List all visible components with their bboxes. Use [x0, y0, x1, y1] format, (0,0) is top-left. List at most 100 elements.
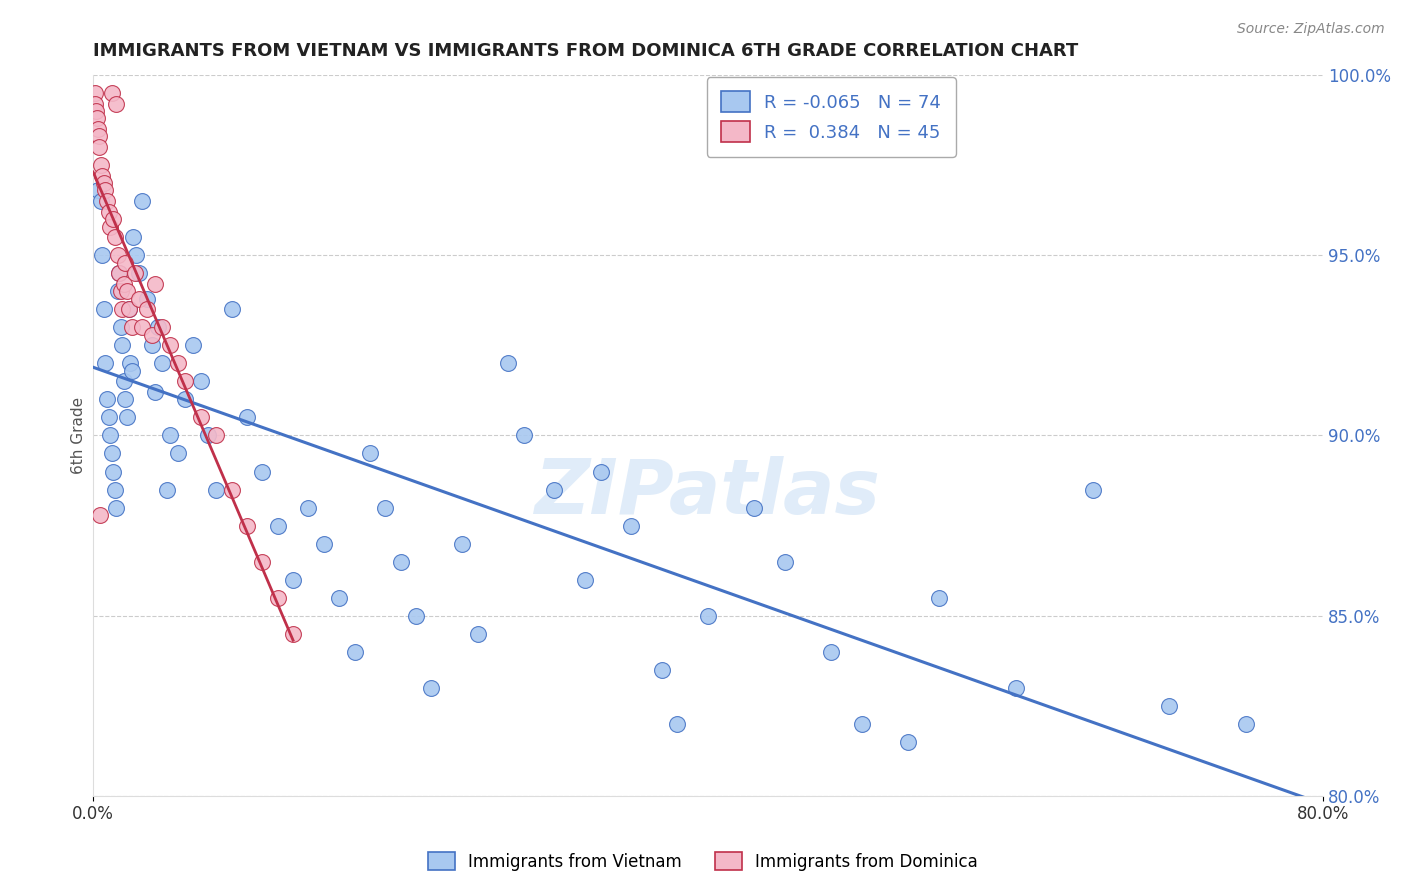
- Point: [146, 320, 169, 334]
- Point: [742, 500, 765, 515]
- Point: [100, 446, 122, 460]
- Point: [451, 536, 474, 550]
- Point: [112, 375, 135, 389]
- Point: [328, 591, 350, 605]
- Point: [131, 194, 153, 209]
- Point: [574, 573, 596, 587]
- Point: [666, 716, 689, 731]
- Point: [820, 645, 842, 659]
- Point: [166, 446, 188, 460]
- Point: [115, 410, 138, 425]
- Point: [94, 184, 117, 198]
- Point: [93, 302, 115, 317]
- Point: [405, 608, 427, 623]
- Text: ZIPatlas: ZIPatlas: [536, 456, 882, 530]
- Point: [114, 392, 136, 407]
- Point: [84, 104, 107, 119]
- Point: [498, 356, 520, 370]
- Point: [90, 194, 112, 209]
- Point: [851, 716, 873, 731]
- Point: [697, 608, 720, 623]
- Point: [94, 356, 117, 370]
- Point: [1004, 681, 1026, 695]
- Point: [281, 626, 304, 640]
- Point: [101, 212, 124, 227]
- Point: [112, 277, 135, 292]
- Point: [111, 338, 134, 352]
- Point: [141, 338, 163, 352]
- Point: [107, 285, 129, 299]
- Text: IMMIGRANTS FROM VIETNAM VS IMMIGRANTS FROM DOMINICA 6TH GRADE CORRELATION CHART: IMMIGRANTS FROM VIETNAM VS IMMIGRANTS FR…: [93, 42, 1078, 60]
- Point: [928, 591, 950, 605]
- Point: [121, 320, 143, 334]
- Point: [114, 255, 136, 269]
- Point: [84, 97, 107, 112]
- Point: [93, 176, 115, 190]
- Point: [117, 302, 139, 317]
- Point: [343, 645, 366, 659]
- Point: [110, 285, 132, 299]
- Point: [97, 205, 120, 219]
- Point: [159, 428, 181, 442]
- Point: [1159, 698, 1181, 713]
- Point: [120, 356, 142, 370]
- Point: [389, 555, 412, 569]
- Point: [108, 266, 131, 280]
- Point: [98, 219, 121, 234]
- Point: [252, 555, 274, 569]
- Point: [111, 302, 134, 317]
- Point: [159, 338, 181, 352]
- Point: [131, 320, 153, 334]
- Point: [143, 277, 166, 292]
- Point: [150, 320, 173, 334]
- Point: [86, 112, 108, 126]
- Point: [87, 184, 110, 198]
- Point: [87, 129, 110, 144]
- Point: [100, 87, 122, 101]
- Point: [101, 465, 124, 479]
- Point: [205, 483, 228, 497]
- Point: [150, 356, 173, 370]
- Point: [104, 230, 127, 244]
- Point: [97, 410, 120, 425]
- Point: [91, 248, 114, 262]
- Point: [83, 87, 105, 101]
- Point: [117, 302, 139, 317]
- Point: [297, 500, 319, 515]
- Point: [89, 140, 111, 154]
- Point: [1081, 483, 1104, 497]
- Point: [104, 483, 127, 497]
- Point: [125, 248, 148, 262]
- Point: [128, 292, 150, 306]
- Point: [420, 681, 443, 695]
- Point: [281, 573, 304, 587]
- Point: [374, 500, 396, 515]
- Legend: R = -0.065   N = 74, R =  0.384   N = 45: R = -0.065 N = 74, R = 0.384 N = 45: [707, 77, 956, 157]
- Point: [252, 465, 274, 479]
- Point: [266, 518, 288, 533]
- Point: [136, 302, 159, 317]
- Point: [543, 483, 565, 497]
- Point: [359, 446, 381, 460]
- Point: [467, 626, 489, 640]
- Point: [98, 428, 121, 442]
- Point: [121, 364, 143, 378]
- Point: [312, 536, 335, 550]
- Point: [221, 483, 243, 497]
- Point: [96, 194, 118, 209]
- Point: [266, 591, 288, 605]
- Point: [156, 483, 179, 497]
- Point: [143, 385, 166, 400]
- Point: [136, 292, 159, 306]
- Point: [108, 266, 131, 280]
- Point: [115, 285, 138, 299]
- Point: [141, 327, 163, 342]
- Legend: Immigrants from Vietnam, Immigrants from Dominica: Immigrants from Vietnam, Immigrants from…: [420, 844, 986, 880]
- Point: [105, 97, 128, 112]
- Point: [96, 392, 118, 407]
- Point: [91, 169, 114, 183]
- Point: [1234, 716, 1257, 731]
- Point: [221, 302, 243, 317]
- Point: [181, 338, 204, 352]
- Point: [87, 122, 110, 136]
